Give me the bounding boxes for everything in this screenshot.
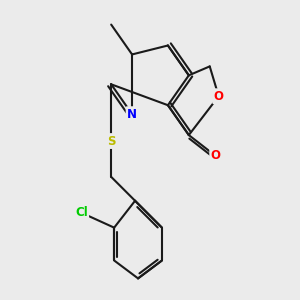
Text: N: N bbox=[127, 108, 137, 121]
Text: S: S bbox=[107, 134, 116, 148]
Text: Cl: Cl bbox=[75, 206, 88, 219]
Text: O: O bbox=[211, 149, 221, 163]
Text: O: O bbox=[214, 90, 224, 103]
